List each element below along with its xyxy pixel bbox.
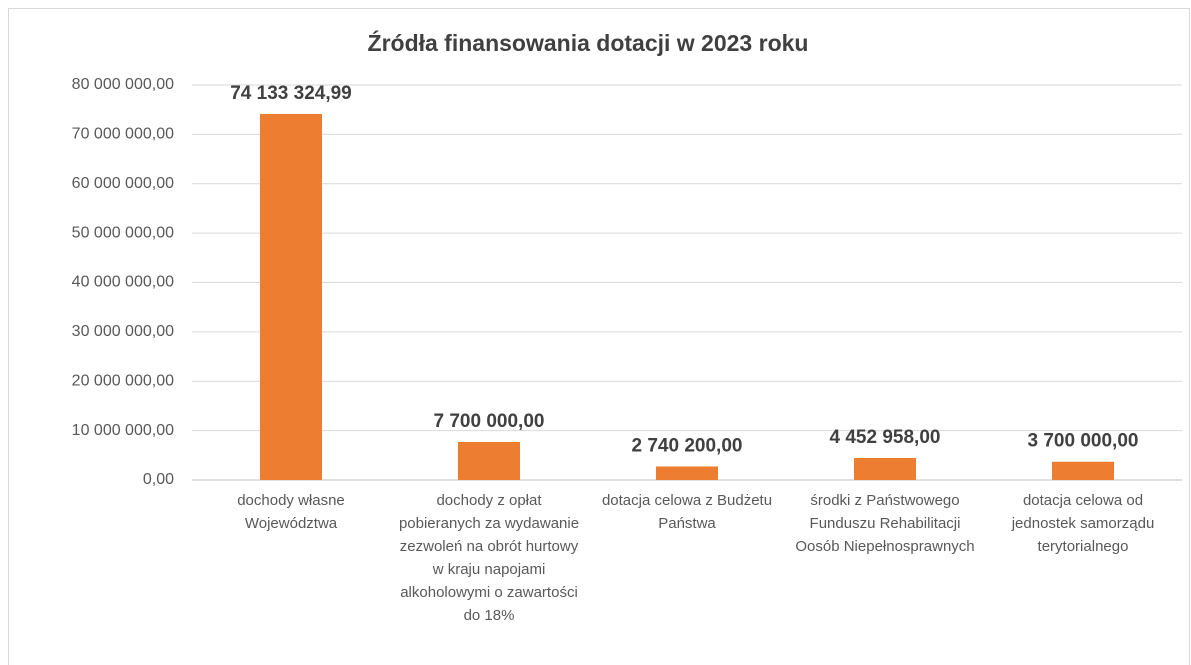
- y-tick-label: 60 000 000,00: [72, 175, 174, 192]
- x-tick-label: dotacja celowa z Budżetu Państwa: [601, 492, 773, 532]
- x-tick-label: dochody z opłat pobieranych za wydawanie…: [398, 492, 580, 624]
- bar: [458, 441, 520, 480]
- data-label: 4 452 958,00: [830, 427, 941, 448]
- data-label: 74 133 324,99: [230, 83, 352, 104]
- y-tick-label: 80 000 000,00: [72, 76, 174, 93]
- chart-border: [8, 8, 1190, 665]
- y-tick-label: 30 000 000,00: [72, 323, 174, 340]
- y-tick-label: 20 000 000,00: [72, 372, 174, 389]
- x-tick-label: dochody własne Województwa: [237, 492, 345, 532]
- x-tick-label: środki z Państwowego Funduszu Rehabilita…: [795, 492, 975, 555]
- y-tick-label: 50 000 000,00: [72, 224, 174, 241]
- bar: [656, 466, 718, 480]
- y-tick-label: 70 000 000,00: [72, 126, 174, 143]
- x-tick-label: dotacja celowa od jednostek samorządu te…: [1011, 492, 1155, 555]
- data-label: 7 700 000,00: [434, 411, 545, 432]
- bar: [260, 113, 322, 480]
- data-label: 3 700 000,00: [1028, 431, 1139, 452]
- data-label: 2 740 200,00: [632, 435, 743, 456]
- y-tick-label: 0,00: [143, 471, 174, 488]
- bar: [854, 458, 916, 480]
- y-tick-label: 10 000 000,00: [72, 422, 174, 439]
- chart-title: Źródła finansowania dotacji w 2023 roku: [368, 29, 809, 56]
- bar: [1052, 461, 1114, 480]
- y-tick-label: 40 000 000,00: [72, 274, 174, 291]
